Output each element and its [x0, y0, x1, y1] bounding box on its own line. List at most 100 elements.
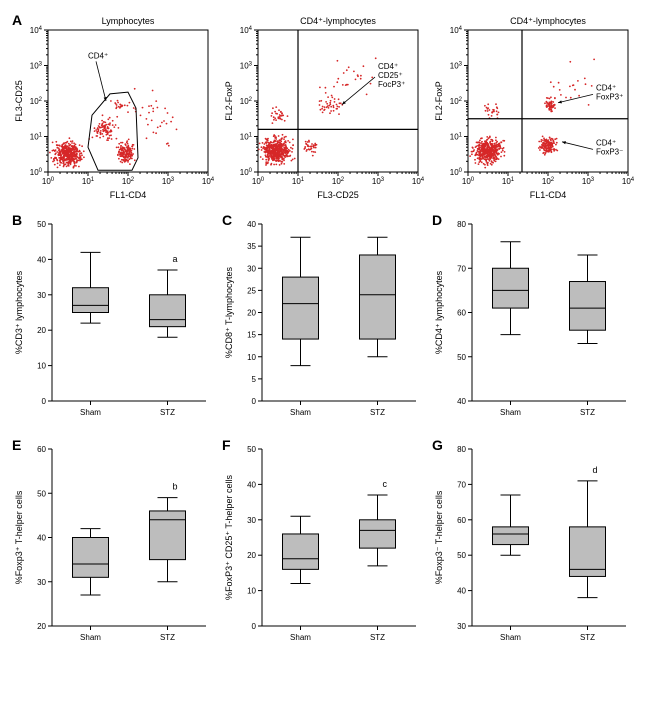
svg-text:40: 40 — [457, 397, 466, 406]
y-axis-label: %FoxP3⁺ CD25⁺ T-helper cells — [224, 475, 234, 600]
panel-label: A — [12, 12, 22, 28]
panel-label: G — [432, 437, 443, 453]
scatter-panel-A3: CD4⁺-lymphocytes 100100 101 101 102 102 103 103… — [430, 10, 634, 200]
scatter-title: CD4⁺-lymphocytes — [300, 16, 376, 26]
svg-text:102: 102 — [332, 177, 345, 186]
group-label: STZ — [160, 408, 175, 417]
annotation-text: FoxP3⁻ — [596, 147, 623, 156]
x-axis-label: FL1-CD4 — [110, 190, 147, 200]
svg-text:0: 0 — [252, 622, 257, 631]
svg-text:101: 101 — [240, 133, 253, 142]
significance-letter: b — [173, 482, 178, 492]
svg-text:103: 103 — [450, 62, 463, 71]
svg-text:102: 102 — [240, 97, 253, 106]
significance-letter: a — [173, 254, 178, 264]
svg-text:102: 102 — [122, 177, 135, 186]
svg-text:60: 60 — [457, 309, 466, 318]
panel-label: E — [12, 437, 21, 453]
svg-text:100: 100 — [240, 168, 253, 177]
scatter-title: Lymphocytes — [102, 16, 155, 26]
group-label: Sham — [290, 408, 311, 417]
svg-text:101: 101 — [292, 177, 305, 186]
svg-text:30: 30 — [247, 516, 256, 525]
scatter-panel-A2: CD4⁺-lymphocytes100100101101102102103103… — [220, 10, 424, 200]
svg-text:10: 10 — [37, 362, 46, 371]
panel-label: D — [432, 212, 442, 228]
svg-text:20: 20 — [247, 551, 256, 560]
svg-text:104: 104 — [202, 177, 214, 186]
svg-text:100: 100 — [450, 168, 463, 177]
svg-text:100: 100 — [252, 177, 265, 186]
svg-text:20: 20 — [247, 309, 256, 318]
significance-letter: c — [383, 479, 388, 489]
figure-root: ALymphocytes1001001011011021021031031041… — [10, 10, 640, 650]
svg-text:20: 20 — [37, 622, 46, 631]
svg-text:40: 40 — [37, 255, 46, 264]
y-axis-label: %Foxp3⁺ T-helper cells — [14, 490, 24, 584]
annotation-text: FoxP3⁺ — [596, 92, 623, 101]
svg-text:70: 70 — [457, 264, 466, 273]
box-panel-B: B01020304050%CD3⁺ lymphocytesShamSTZa — [10, 210, 214, 425]
svg-text:20: 20 — [37, 326, 46, 335]
scatter-panel-A1: ALymphocytes1001001011011021021031031041… — [10, 10, 214, 200]
y-axis-label: %CD4⁺ lymphocytes — [434, 270, 444, 354]
svg-text:25: 25 — [247, 286, 256, 295]
group-label: Sham — [80, 408, 101, 417]
svg-text:104: 104 — [622, 177, 634, 186]
svg-text:50: 50 — [37, 220, 46, 229]
annotation-text: CD4⁺ — [378, 62, 398, 71]
scatter-title: CD4⁺-lymphocytes — [510, 16, 586, 26]
svg-text:40: 40 — [247, 220, 256, 229]
svg-text:80: 80 — [457, 445, 466, 454]
panel-label: F — [222, 437, 231, 453]
svg-text:104: 104 — [30, 26, 43, 35]
svg-text:104: 104 — [450, 26, 463, 35]
group-label: STZ — [370, 633, 385, 642]
svg-text:15: 15 — [247, 331, 256, 340]
svg-text:50: 50 — [457, 353, 466, 362]
box-row-1: B01020304050%CD3⁺ lymphocytesShamSTZaC05… — [10, 210, 640, 425]
svg-text:50: 50 — [247, 445, 256, 454]
svg-text:70: 70 — [457, 480, 466, 489]
svg-text:102: 102 — [450, 97, 463, 106]
y-axis-label: %Foxp3⁻ T-helper cells — [434, 490, 444, 584]
annotation-text: CD25⁺ — [378, 71, 403, 80]
svg-text:40: 40 — [457, 587, 466, 596]
group-label: STZ — [580, 633, 595, 642]
svg-text:101: 101 — [502, 177, 515, 186]
svg-text:103: 103 — [582, 177, 595, 186]
gate-label: CD4⁺ — [88, 51, 108, 60]
svg-text:40: 40 — [247, 480, 256, 489]
svg-text:104: 104 — [240, 26, 253, 35]
group-label: Sham — [500, 408, 521, 417]
svg-text:101: 101 — [450, 133, 463, 142]
svg-text:104: 104 — [412, 177, 424, 186]
svg-text:102: 102 — [542, 177, 555, 186]
y-axis-label: FL3-CD25 — [14, 80, 24, 122]
y-axis-label: FL2-FoxP — [434, 81, 444, 121]
group-label: STZ — [580, 408, 595, 417]
box-panel-C: C0510152025303540%CD8⁺ T-lymphocytesSham… — [220, 210, 424, 425]
annotation-text: CD4⁺ — [596, 83, 616, 92]
svg-text:100: 100 — [462, 177, 475, 186]
svg-text:30: 30 — [37, 291, 46, 300]
group-label: Sham — [500, 633, 521, 642]
svg-text:50: 50 — [457, 551, 466, 560]
svg-text:40: 40 — [37, 534, 46, 543]
group-label: Sham — [80, 633, 101, 642]
y-axis-label: FL2-FoxP — [224, 81, 234, 121]
box-row-2: E 20 30 40 50 60 %Foxp3⁺ T-helper cells Sham STZ… — [10, 435, 640, 650]
svg-text:30: 30 — [457, 622, 466, 631]
svg-text:100: 100 — [42, 177, 55, 186]
group-label: STZ — [370, 408, 385, 417]
svg-text:35: 35 — [247, 242, 256, 251]
x-axis-label: FL1-CD4 — [530, 190, 567, 200]
scatter-row: ALymphocytes1001001011011021021031031041… — [10, 10, 640, 200]
svg-text:0: 0 — [42, 397, 47, 406]
svg-text:103: 103 — [372, 177, 385, 186]
svg-text:10: 10 — [247, 587, 256, 596]
group-label: STZ — [160, 633, 175, 642]
svg-text:102: 102 — [30, 97, 43, 106]
svg-text:60: 60 — [457, 516, 466, 525]
box-panel-D: D4050607080%CD4⁺ lymphocytesShamSTZ — [430, 210, 634, 425]
